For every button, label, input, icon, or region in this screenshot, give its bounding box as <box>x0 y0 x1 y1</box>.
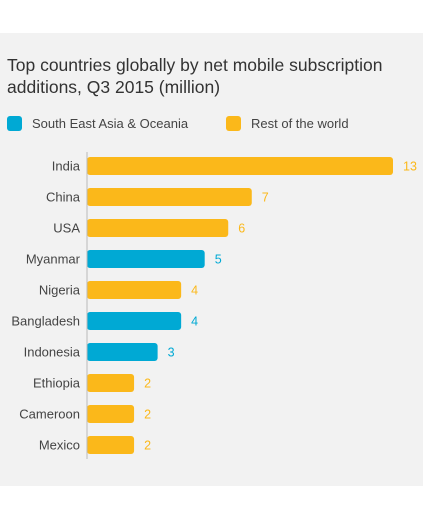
bar-bangladesh <box>87 312 182 330</box>
legend-item-rest-of-world: Rest of the world <box>226 115 349 131</box>
legend-swatch-south-east-asia <box>7 115 22 131</box>
category-label-cameroon: Cameroon <box>19 407 80 422</box>
category-label-indonesia: Indonesia <box>24 345 81 360</box>
value-label-bangladesh: 4 <box>191 315 198 329</box>
legend-label-rest-of-world: Rest of the world <box>251 115 349 131</box>
value-label-indonesia: 3 <box>168 346 175 360</box>
category-label-china: China <box>46 190 81 205</box>
bar-cameroon <box>87 405 135 423</box>
value-label-mexico: 2 <box>144 439 151 453</box>
value-label-india: 13 <box>403 160 417 174</box>
bar-indonesia <box>87 343 158 361</box>
bar-mexico <box>87 436 135 454</box>
legend-item-south-east-asia: South East Asia & Oceania <box>7 115 188 131</box>
value-label-ethiopia: 2 <box>144 377 151 391</box>
legend-label-south-east-asia: South East Asia & Oceania <box>32 115 189 131</box>
bar-myanmar <box>87 250 205 268</box>
category-label-india: India <box>52 159 81 174</box>
value-label-china: 7 <box>262 191 269 205</box>
category-label-usa: USA <box>53 221 80 236</box>
category-label-ethiopia: Ethiopia <box>33 376 81 391</box>
legend-swatch-rest-of-world <box>226 115 241 131</box>
value-label-nigeria: 4 <box>191 284 198 298</box>
category-label-mexico: Mexico <box>39 438 80 453</box>
category-label-bangladesh: Bangladesh <box>11 314 80 329</box>
bar-india <box>87 157 393 175</box>
bar-china <box>87 188 252 206</box>
bar-nigeria <box>87 281 182 299</box>
chart-panel <box>0 33 423 486</box>
category-label-myanmar: Myanmar <box>26 252 81 267</box>
category-label-nigeria: Nigeria <box>39 283 81 298</box>
bar-usa <box>87 219 229 237</box>
chart-title: Top countries globally by net mobile sub… <box>7 55 383 97</box>
value-label-cameroon: 2 <box>144 408 151 422</box>
bar-ethiopia <box>87 374 135 392</box>
value-label-usa: 6 <box>238 222 245 236</box>
value-label-myanmar: 5 <box>215 253 222 267</box>
